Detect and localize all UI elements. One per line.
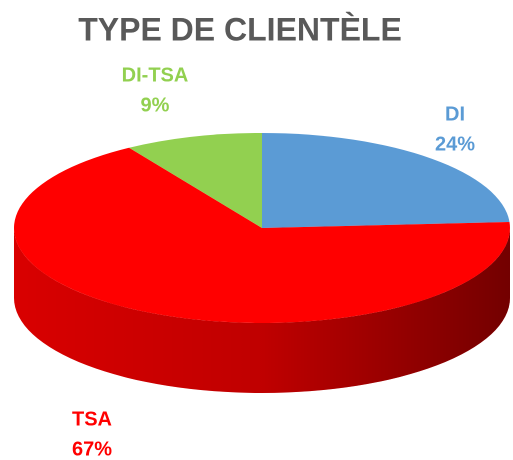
slice-side-shade	[14, 228, 510, 393]
slice-value-label: 9%	[141, 94, 170, 116]
slice-value-label: 24%	[435, 133, 475, 155]
slice-label: TSA	[72, 408, 112, 430]
slice	[13, 147, 510, 324]
slice	[262, 133, 510, 228]
chart-title: TYPE DE CLIENTÈLE	[78, 11, 402, 47]
slice	[129, 133, 262, 228]
slice-label: DI-TSA	[122, 64, 189, 86]
slice-label: DI	[445, 103, 465, 125]
slice-value-label: 67%	[72, 438, 112, 460]
